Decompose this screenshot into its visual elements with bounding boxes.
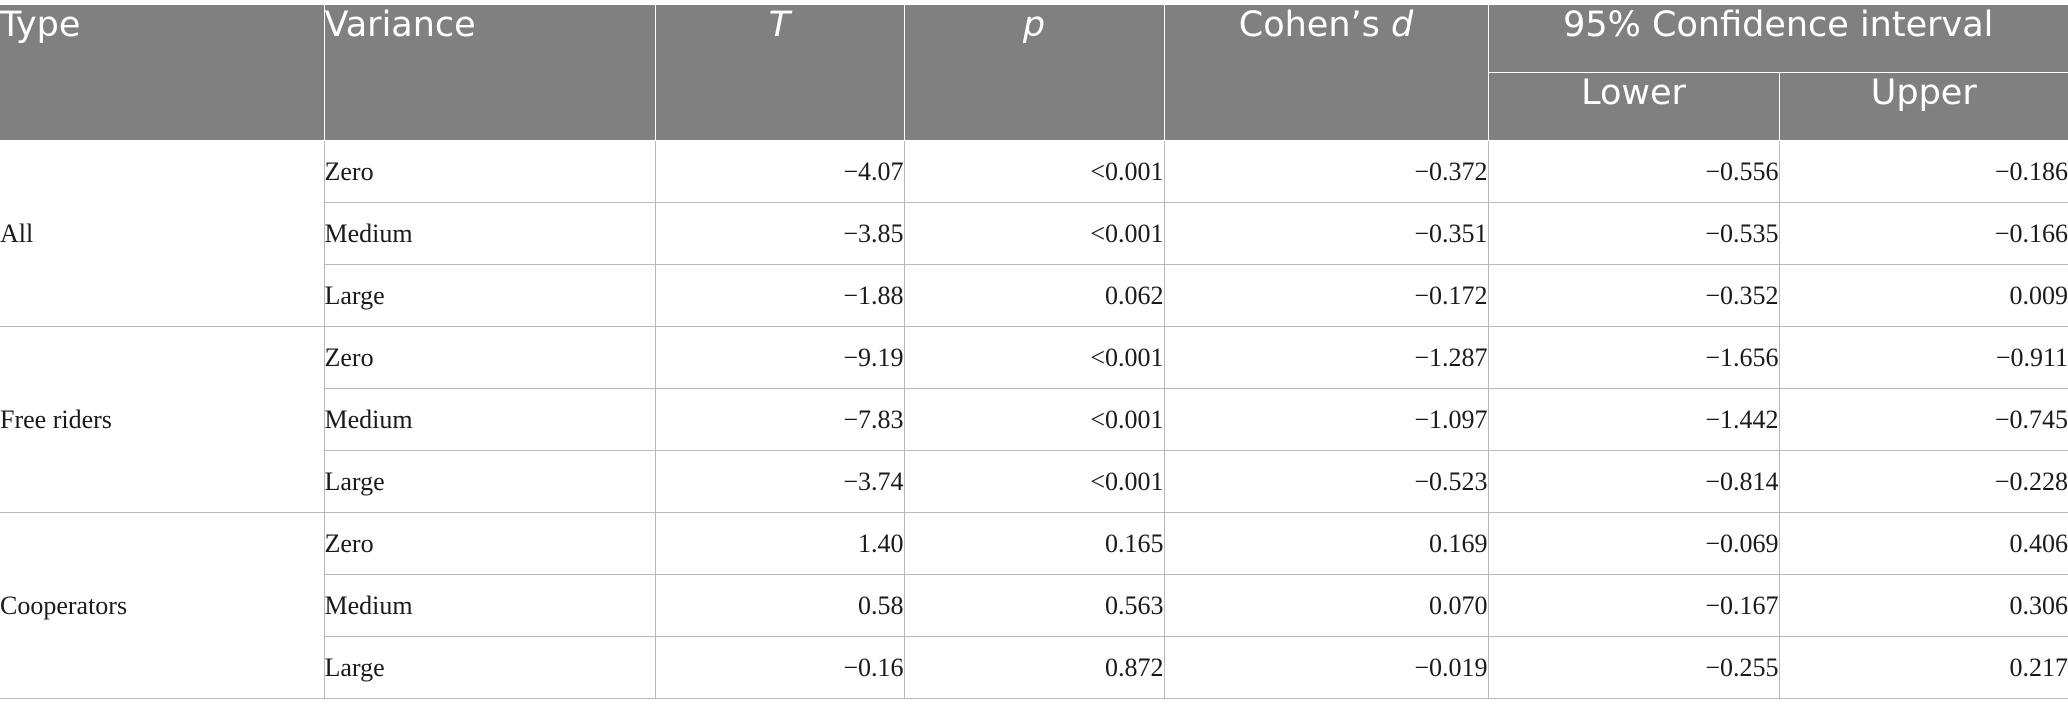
table-row: Cooperators Zero 1.40 0.165 0.169 −0.069 0.406 [0, 512, 2068, 699]
cell-t: −4.07 [654, 140, 905, 203]
cell-upper: −0.911 [1778, 326, 2068, 389]
cell-upper: 0.406 [1778, 512, 2068, 575]
table-body: All Zero −4.07 <0.001 −0.372 −0.556 −0.186 Medi… [0, 140, 2068, 699]
cell-lower: −1.442 [1487, 388, 1780, 451]
cell-upper: 0.306 [1778, 574, 2068, 637]
cell-t: −9.19 [654, 326, 905, 389]
cell-p: <0.001 [903, 450, 1165, 513]
cell-lower: −0.167 [1487, 574, 1780, 637]
cell-d: −0.351 [1163, 202, 1489, 265]
cell-p: 0.165 [903, 512, 1165, 575]
cell-lower: −0.814 [1487, 450, 1780, 513]
cell-t: 1.40 [654, 512, 905, 575]
header-p: p [903, 4, 1165, 141]
cell-variance: Zero [323, 326, 656, 389]
table-row: Large −1.88 0.062 −0.172 −0.352 0.009 [0, 264, 2068, 327]
cell-p: <0.001 [903, 140, 1165, 203]
cell-t: −0.16 [654, 636, 905, 699]
cell-p: <0.001 [903, 202, 1165, 265]
cell-type: Free riders [0, 326, 325, 513]
cell-d: −1.097 [1163, 388, 1489, 451]
cell-t: −3.74 [654, 450, 905, 513]
header-upper: Upper [1778, 72, 2068, 141]
header-t: T [654, 4, 905, 141]
cell-lower: −0.535 [1487, 202, 1780, 265]
header-cohens-d-symbol: d [1391, 5, 1414, 45]
cell-variance: Large [324, 636, 656, 699]
cell-variance: Zero [323, 512, 656, 575]
header-cohens-prefix: Cohen’s [1238, 5, 1392, 45]
table-row: Large −3.74 <0.001 −0.523 −0.814 −0.228 [0, 450, 2068, 513]
cell-d: −0.172 [1163, 264, 1489, 327]
cell-variance: Medium [324, 388, 656, 451]
cell-d: −0.372 [1163, 140, 1489, 203]
cell-p: 0.872 [903, 636, 1165, 699]
cell-variance: Zero [323, 140, 656, 203]
table-header: Type Variance T p Cohen’s d 95% Confiden… [0, 4, 2068, 141]
table-row: Medium 0.58 0.563 0.070 −0.167 0.306 [0, 574, 2068, 637]
cell-upper: 0.217 [1778, 636, 2068, 699]
header-row-secondary: Lower Upper [0, 72, 2068, 141]
cell-variance: Large [324, 264, 656, 327]
cell-p: 0.563 [903, 574, 1165, 637]
cell-lower: −0.069 [1487, 512, 1780, 575]
cell-upper: −0.228 [1778, 450, 2068, 513]
header-variance: Variance [323, 4, 656, 141]
cell-t: −3.85 [654, 202, 905, 265]
header-type: Type [0, 4, 325, 141]
cell-type: All [0, 140, 325, 327]
cell-d: −1.287 [1163, 326, 1489, 389]
table-row: Free riders Zero −9.19 <0.001 −1.287 −1.656 −0… [0, 326, 2068, 513]
cell-t: −7.83 [654, 388, 905, 451]
cell-lower: −0.352 [1487, 264, 1780, 327]
cell-p: <0.001 [903, 388, 1165, 451]
cell-type: Cooperators [0, 512, 325, 699]
table-row: All Zero −4.07 <0.001 −0.372 −0.556 −0.186 [0, 140, 2068, 327]
header-confidence-interval: 95% Confidence interval [1487, 4, 2068, 73]
cell-d: 0.169 [1163, 512, 1489, 575]
statistics-table: Type Variance T p Cohen’s d 95% Confiden… [0, 4, 2068, 699]
header-lower: Lower [1488, 72, 1780, 141]
cell-upper: −0.745 [1778, 388, 2068, 451]
cell-t: 0.58 [654, 574, 905, 637]
header-p-label: p [1022, 5, 1046, 45]
cell-t: −1.88 [654, 264, 905, 327]
table-row: Medium −7.83 <0.001 −1.097 −1.442 −0.745 [0, 388, 2068, 451]
cell-upper: −0.186 [1778, 140, 2068, 203]
table-row: Medium −3.85 <0.001 −0.351 −0.535 −0.166 [0, 202, 2068, 265]
cell-p: 0.062 [903, 264, 1165, 327]
cell-variance: Large [324, 450, 656, 513]
header-cohens-d: Cohen’s d [1163, 4, 1489, 141]
cell-p: <0.001 [903, 326, 1165, 389]
table-row: Large −0.16 0.872 −0.019 −0.255 0.217 [0, 636, 2068, 699]
cell-lower: −1.656 [1487, 326, 1780, 389]
cell-variance: Medium [324, 574, 656, 637]
cell-lower: −0.556 [1487, 140, 1780, 203]
cell-d: 0.070 [1163, 574, 1489, 637]
cell-variance: Medium [324, 202, 656, 265]
cell-upper: −0.166 [1778, 202, 2068, 265]
cell-d: −0.019 [1163, 636, 1489, 699]
header-t-label: T [768, 5, 791, 45]
cell-lower: −0.255 [1487, 636, 1780, 699]
cell-d: −0.523 [1163, 450, 1489, 513]
header-row-primary: Type Variance T p Cohen’s d 95% Confiden… [0, 4, 2068, 141]
cell-upper: 0.009 [1778, 264, 2068, 327]
